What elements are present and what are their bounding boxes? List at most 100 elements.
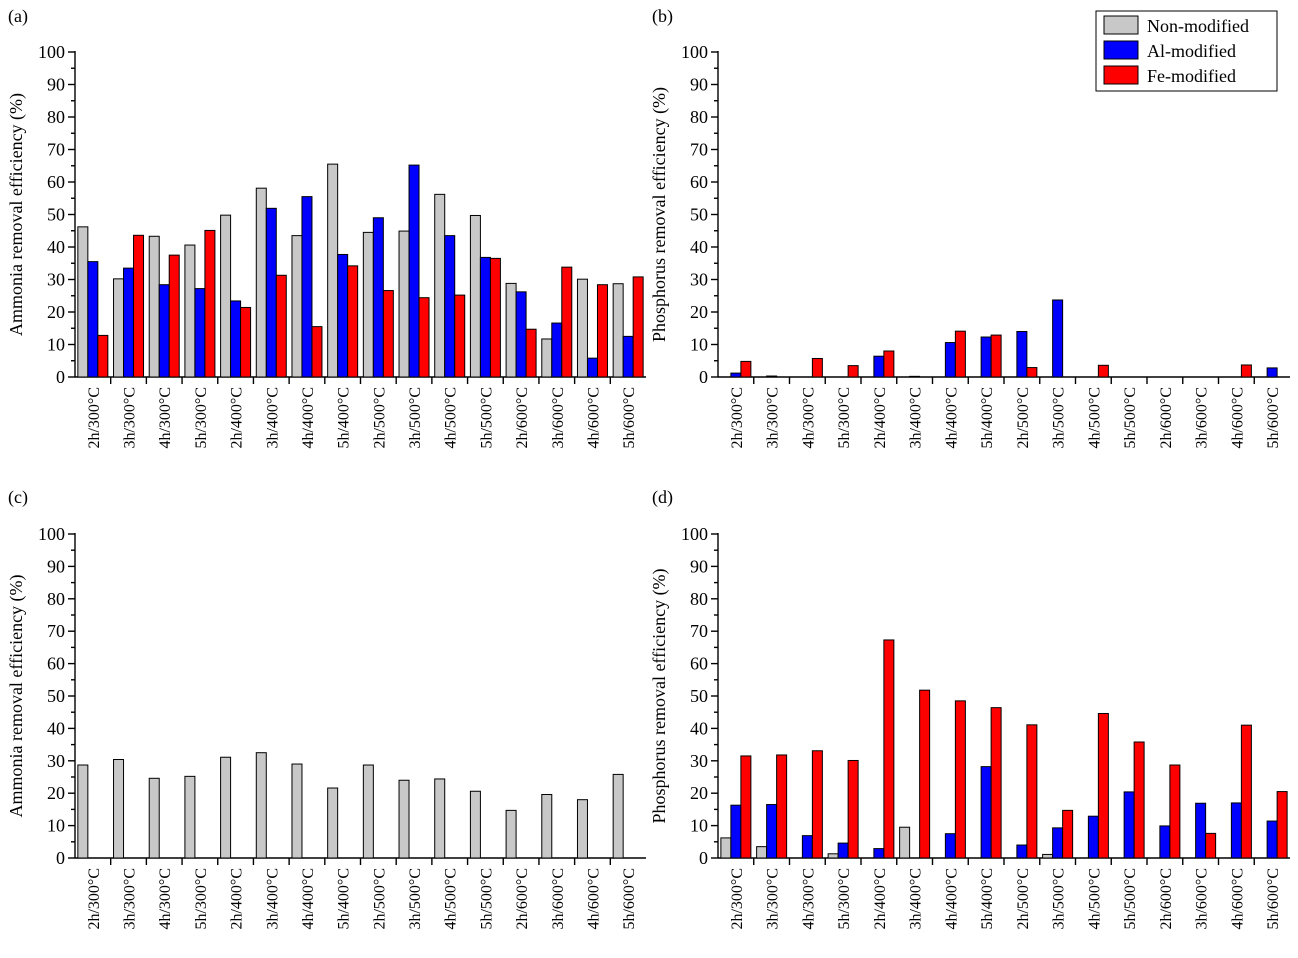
panel-d-bar-al-modified bbox=[944, 833, 956, 859]
panel-a-bar-fe-modified bbox=[133, 234, 145, 378]
panel-a-bar-al-modified bbox=[408, 164, 420, 378]
panel-a-bar-non-modified bbox=[469, 214, 481, 378]
panel-b-x-tick-label: 3h/600°C bbox=[1194, 387, 1211, 449]
panel-d-y-tick-label: 0 bbox=[699, 848, 708, 868]
panel-d-x-tick-label: 5h/300°C bbox=[836, 868, 853, 930]
panel-b-x-tick-label: 4h/400°C bbox=[943, 387, 960, 449]
panel-d-y-tick-label: 50 bbox=[690, 686, 708, 706]
panel-b-y-tick-label: 90 bbox=[690, 75, 708, 95]
panel-b-y-tick-label: 20 bbox=[690, 302, 708, 322]
panel-b-x-tick-label: 2h/400°C bbox=[872, 387, 889, 449]
panel-a-bar-fe-modified bbox=[347, 265, 359, 378]
panel-b-y-axis-label: Phosphorus removal efficiency (%) bbox=[649, 87, 670, 342]
panel-c-x-tick-label: 4h/400°C bbox=[300, 868, 317, 930]
panel-d-x-tick-label: 4h/500°C bbox=[1086, 868, 1103, 930]
panel-a-x-tick-label: 3h/300°C bbox=[122, 387, 139, 449]
panel-c-y-tick-label: 70 bbox=[47, 621, 65, 641]
panel-c-y-tick-label: 90 bbox=[47, 556, 65, 576]
panel-a-bar-fe-modified bbox=[454, 294, 466, 378]
panel-c-y-tick-label: 60 bbox=[47, 654, 65, 674]
panel-d-bar-al-modified bbox=[1123, 791, 1135, 859]
panel-a-bar-al-modified bbox=[444, 235, 456, 378]
panel-a-bar-non-modified bbox=[77, 226, 89, 378]
panel-b-bar-fe-modified bbox=[954, 330, 966, 378]
panel-d-y-tick-label: 10 bbox=[690, 816, 708, 836]
panel-c-bar-non-modified bbox=[398, 779, 410, 859]
panel-b-bar-al-modified bbox=[944, 342, 956, 378]
panel-b-bar-al-modified bbox=[1016, 331, 1028, 378]
panel-d-bar-non-modified bbox=[1042, 853, 1054, 859]
panel-b-y-tick-label: 70 bbox=[690, 140, 708, 160]
panel-d-x-tick-label: 3h/300°C bbox=[765, 868, 782, 930]
panel-d-y-tick-label: 80 bbox=[690, 589, 708, 609]
panel-a-bar-fe-modified bbox=[525, 328, 537, 378]
panel-b-x-tick-label: 5h/600°C bbox=[1265, 387, 1282, 449]
panel-c-y-tick-label: 40 bbox=[47, 718, 65, 738]
panel-d-bar-fe-modified bbox=[740, 755, 752, 859]
panel-c-y-tick-label: 20 bbox=[47, 783, 65, 803]
panel-b-bar-fe-modified bbox=[847, 365, 859, 378]
panel-a-bar-non-modified bbox=[362, 231, 374, 378]
panel-b-y-tick-label: 50 bbox=[690, 205, 708, 225]
panel-d-bar-fe-modified bbox=[1240, 724, 1252, 859]
panel-b-x-tick-label: 5h/300°C bbox=[836, 387, 853, 449]
panel-c-y-tick-label: 80 bbox=[47, 589, 65, 609]
panel-d-y-tick-label: 30 bbox=[690, 751, 708, 771]
panel-d-y-tick-label: 100 bbox=[681, 524, 708, 544]
panel-a-y-tick-label: 60 bbox=[47, 172, 65, 192]
panel-d-bar-fe-modified bbox=[1026, 724, 1038, 859]
panel-d-bar-al-modified bbox=[1159, 825, 1171, 859]
panel-b-y-tick-label: 10 bbox=[690, 335, 708, 355]
panel-c-bar-non-modified bbox=[184, 775, 196, 859]
panel-c-y-tick-label: 30 bbox=[47, 751, 65, 771]
panel-b-x-tick-label: 5h/500°C bbox=[1122, 387, 1139, 449]
panel-a-bar-al-modified bbox=[622, 335, 634, 378]
panel-b-bar-fe-modified bbox=[990, 334, 1002, 378]
panel-a-y-tick-label: 10 bbox=[47, 335, 65, 355]
panel-a-bar-fe-modified bbox=[168, 254, 180, 378]
panel-a-x-tick-label: 4h/500°C bbox=[443, 387, 460, 449]
panel-a-x-tick-label: 4h/400°C bbox=[300, 387, 317, 449]
panel-c-bar-non-modified bbox=[541, 793, 553, 859]
panel-a-bar-fe-modified bbox=[240, 306, 252, 378]
panel-d-x-tick-label: 2h/600°C bbox=[1158, 868, 1175, 930]
panel-a-bar-fe-modified bbox=[632, 276, 644, 378]
panel-b-bar-al-modified bbox=[1266, 367, 1278, 378]
panel-a-bar-al-modified bbox=[123, 267, 135, 378]
panel-a-bar-fe-modified bbox=[382, 290, 394, 378]
panel-a-y-tick-label: 40 bbox=[47, 237, 65, 257]
panel-a-bar-al-modified bbox=[87, 261, 99, 378]
panel-a-x-tick-label: 3h/500°C bbox=[407, 387, 424, 449]
panel-a-bar-non-modified bbox=[541, 338, 553, 378]
panel-d-bar-fe-modified bbox=[1205, 832, 1217, 859]
panel-c-x-tick-label: 3h/600°C bbox=[550, 868, 567, 930]
panel-d-x-tick-label: 3h/600°C bbox=[1194, 868, 1211, 930]
panel-d-bar-al-modified bbox=[1087, 815, 1099, 859]
panel-d-bar-non-modified bbox=[899, 826, 911, 859]
panel-d-x-tick-label: 3h/400°C bbox=[908, 868, 925, 930]
panel-a-bar-al-modified bbox=[586, 357, 598, 378]
panel-a-y-tick-label: 70 bbox=[47, 140, 65, 160]
panel-d-y-tick-label: 40 bbox=[690, 718, 708, 738]
panel-b-bar-fe-modified bbox=[740, 360, 752, 378]
panel-b-bar-fe-modified bbox=[1026, 367, 1038, 378]
panel-c-bar-non-modified bbox=[505, 809, 517, 859]
panel-a-bar-al-modified bbox=[301, 196, 313, 378]
legend-label-fe-modified: Fe-modified bbox=[1147, 66, 1236, 86]
panel-a-bar-al-modified bbox=[230, 300, 242, 378]
panel-d-bar-al-modified bbox=[730, 804, 742, 859]
panel-a-x-tick-label: 2h/600°C bbox=[514, 387, 531, 449]
panel-b-y-tick-label: 60 bbox=[690, 172, 708, 192]
panel-c-x-tick-label: 5h/300°C bbox=[193, 868, 210, 930]
panel-c-y-tick-label: 0 bbox=[56, 848, 65, 868]
panel-d-bar-non-modified bbox=[756, 846, 768, 859]
panel-c-x-tick-label: 5h/400°C bbox=[336, 868, 353, 930]
panel-b-bar-al-modified bbox=[730, 372, 742, 378]
panel-a: (a) Ammonia removal efficiency (%) 0 10 20 30… bbox=[6, 6, 646, 449]
panel-d-x-tick-label: 5h/600°C bbox=[1265, 868, 1282, 930]
panel-a-bar-fe-modified bbox=[204, 229, 216, 378]
panel-a-bar-non-modified bbox=[291, 235, 303, 378]
panel-c-bar-non-modified bbox=[220, 756, 232, 859]
panel-b-x-tick-label: 4h/300°C bbox=[800, 387, 817, 449]
panel-a-y-axis-label: Ammonia removal efficiency (%) bbox=[6, 93, 27, 336]
